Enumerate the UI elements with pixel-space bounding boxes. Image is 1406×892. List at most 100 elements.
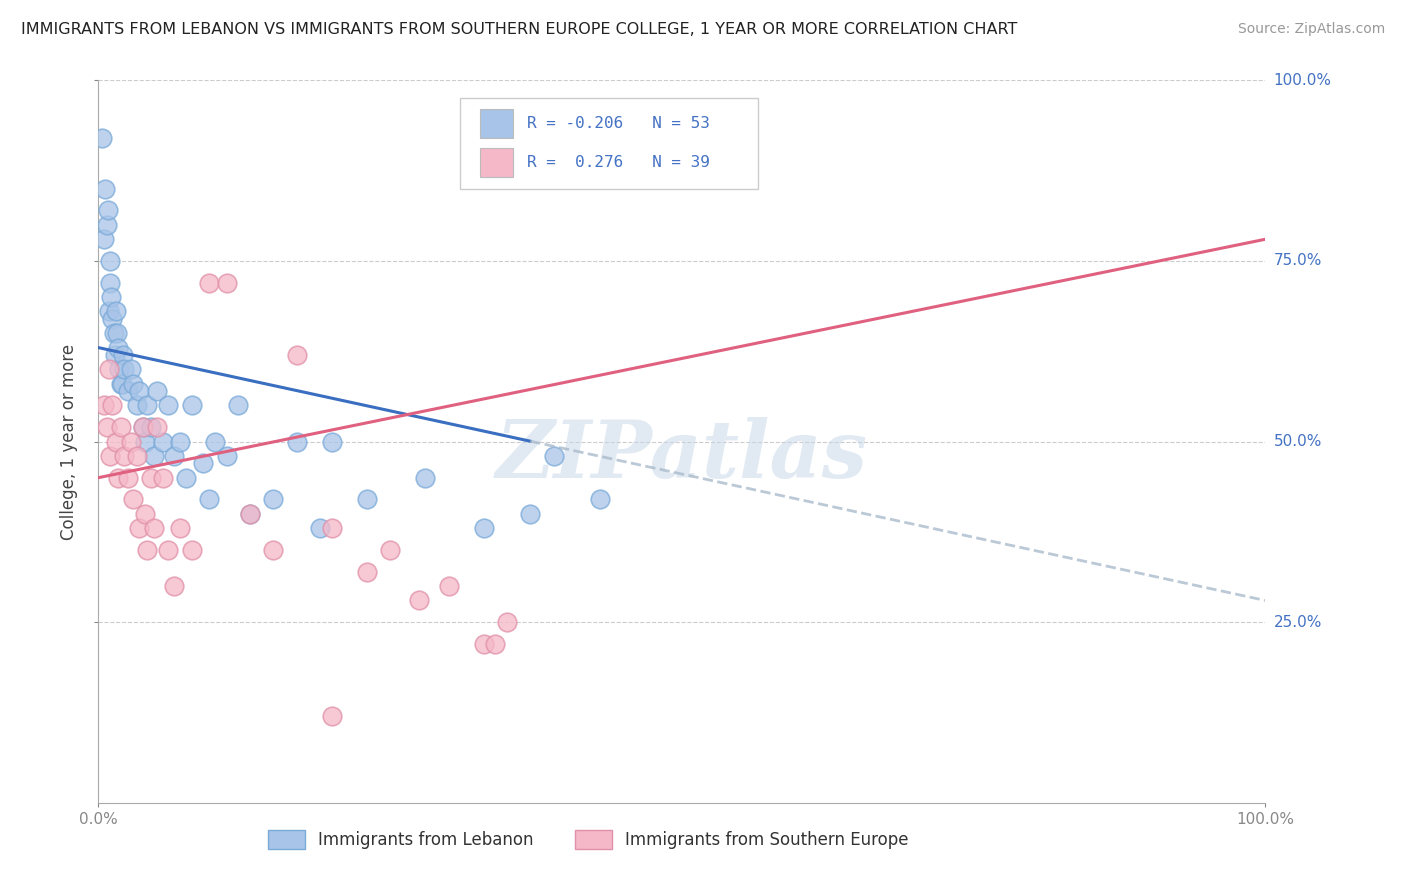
Point: [408, 593, 430, 607]
Point: [125, 398, 148, 412]
Text: Source: ZipAtlas.com: Source: ZipAtlas.com: [1237, 22, 1385, 37]
Text: IMMIGRANTS FROM LEBANON VS IMMIGRANTS FROM SOUTHERN EUROPE COLLEGE, 1 YEAR OR MO: IMMIGRANTS FROM LEBANON VS IMMIGRANTS FR…: [21, 22, 1018, 37]
Point: [198, 492, 221, 507]
Point: [163, 579, 186, 593]
Point: [111, 376, 134, 391]
Point: [174, 470, 197, 484]
Point: [104, 304, 127, 318]
FancyBboxPatch shape: [479, 148, 513, 177]
Point: [215, 276, 238, 290]
FancyBboxPatch shape: [460, 98, 758, 189]
Point: [472, 637, 495, 651]
Point: [143, 449, 166, 463]
Point: [98, 253, 121, 268]
Point: [543, 449, 565, 463]
Point: [122, 376, 145, 391]
Point: [96, 420, 118, 434]
Point: [98, 449, 121, 463]
Point: [101, 311, 124, 326]
Point: [101, 398, 124, 412]
Point: [321, 709, 343, 723]
Point: [262, 492, 284, 507]
Point: [117, 470, 139, 484]
Point: [157, 542, 180, 557]
Point: [413, 470, 436, 484]
Point: [321, 521, 343, 535]
Point: [93, 398, 115, 412]
Point: [128, 384, 150, 398]
Point: [143, 521, 166, 535]
Point: [105, 326, 128, 340]
Point: [98, 276, 121, 290]
Point: [169, 521, 191, 535]
Point: [262, 542, 284, 557]
Legend: Immigrants from Lebanon, Immigrants from Southern Europe: Immigrants from Lebanon, Immigrants from…: [262, 823, 915, 856]
Point: [96, 218, 118, 232]
Point: [134, 434, 156, 449]
Point: [117, 384, 139, 398]
Text: R =  0.276   N = 39: R = 0.276 N = 39: [527, 155, 710, 169]
Point: [169, 434, 191, 449]
Point: [157, 398, 180, 412]
Point: [134, 507, 156, 521]
Point: [97, 304, 120, 318]
Point: [163, 449, 186, 463]
Point: [120, 362, 142, 376]
Text: 75.0%: 75.0%: [1274, 253, 1322, 268]
Point: [100, 290, 122, 304]
Point: [120, 434, 142, 449]
Point: [309, 521, 332, 535]
Point: [193, 456, 215, 470]
Text: ZIPatlas: ZIPatlas: [496, 417, 868, 495]
Point: [519, 507, 541, 521]
Point: [132, 420, 155, 434]
Point: [97, 203, 120, 218]
Point: [437, 579, 460, 593]
Point: [94, 182, 117, 196]
Point: [239, 507, 262, 521]
Point: [136, 542, 159, 557]
Point: [112, 362, 135, 376]
Point: [108, 362, 131, 376]
Point: [356, 565, 378, 579]
Point: [104, 434, 127, 449]
Point: [107, 470, 129, 484]
Point: [285, 434, 308, 449]
Point: [139, 420, 162, 434]
Point: [496, 615, 519, 630]
FancyBboxPatch shape: [479, 109, 513, 137]
Point: [128, 521, 150, 535]
Point: [180, 542, 202, 557]
Point: [112, 449, 135, 463]
Text: R = -0.206   N = 53: R = -0.206 N = 53: [527, 116, 710, 131]
Point: [228, 398, 250, 412]
Text: 25.0%: 25.0%: [1274, 615, 1322, 630]
Point: [90, 131, 112, 145]
Point: [97, 362, 120, 376]
Point: [152, 434, 174, 449]
Point: [484, 637, 506, 651]
Point: [239, 507, 262, 521]
Point: [285, 348, 308, 362]
Point: [136, 398, 159, 412]
Point: [110, 420, 132, 434]
Point: [125, 449, 148, 463]
Point: [93, 232, 115, 246]
Point: [146, 384, 169, 398]
Text: 50.0%: 50.0%: [1274, 434, 1322, 449]
Point: [380, 542, 402, 557]
Point: [104, 348, 127, 362]
Point: [111, 348, 134, 362]
Point: [356, 492, 378, 507]
Point: [152, 470, 174, 484]
Point: [110, 376, 132, 391]
Point: [122, 492, 145, 507]
Point: [215, 449, 238, 463]
Point: [204, 434, 226, 449]
Y-axis label: College, 1 year or more: College, 1 year or more: [60, 343, 79, 540]
Point: [103, 326, 125, 340]
Point: [198, 276, 221, 290]
Point: [132, 420, 155, 434]
Point: [146, 420, 169, 434]
Point: [139, 470, 162, 484]
